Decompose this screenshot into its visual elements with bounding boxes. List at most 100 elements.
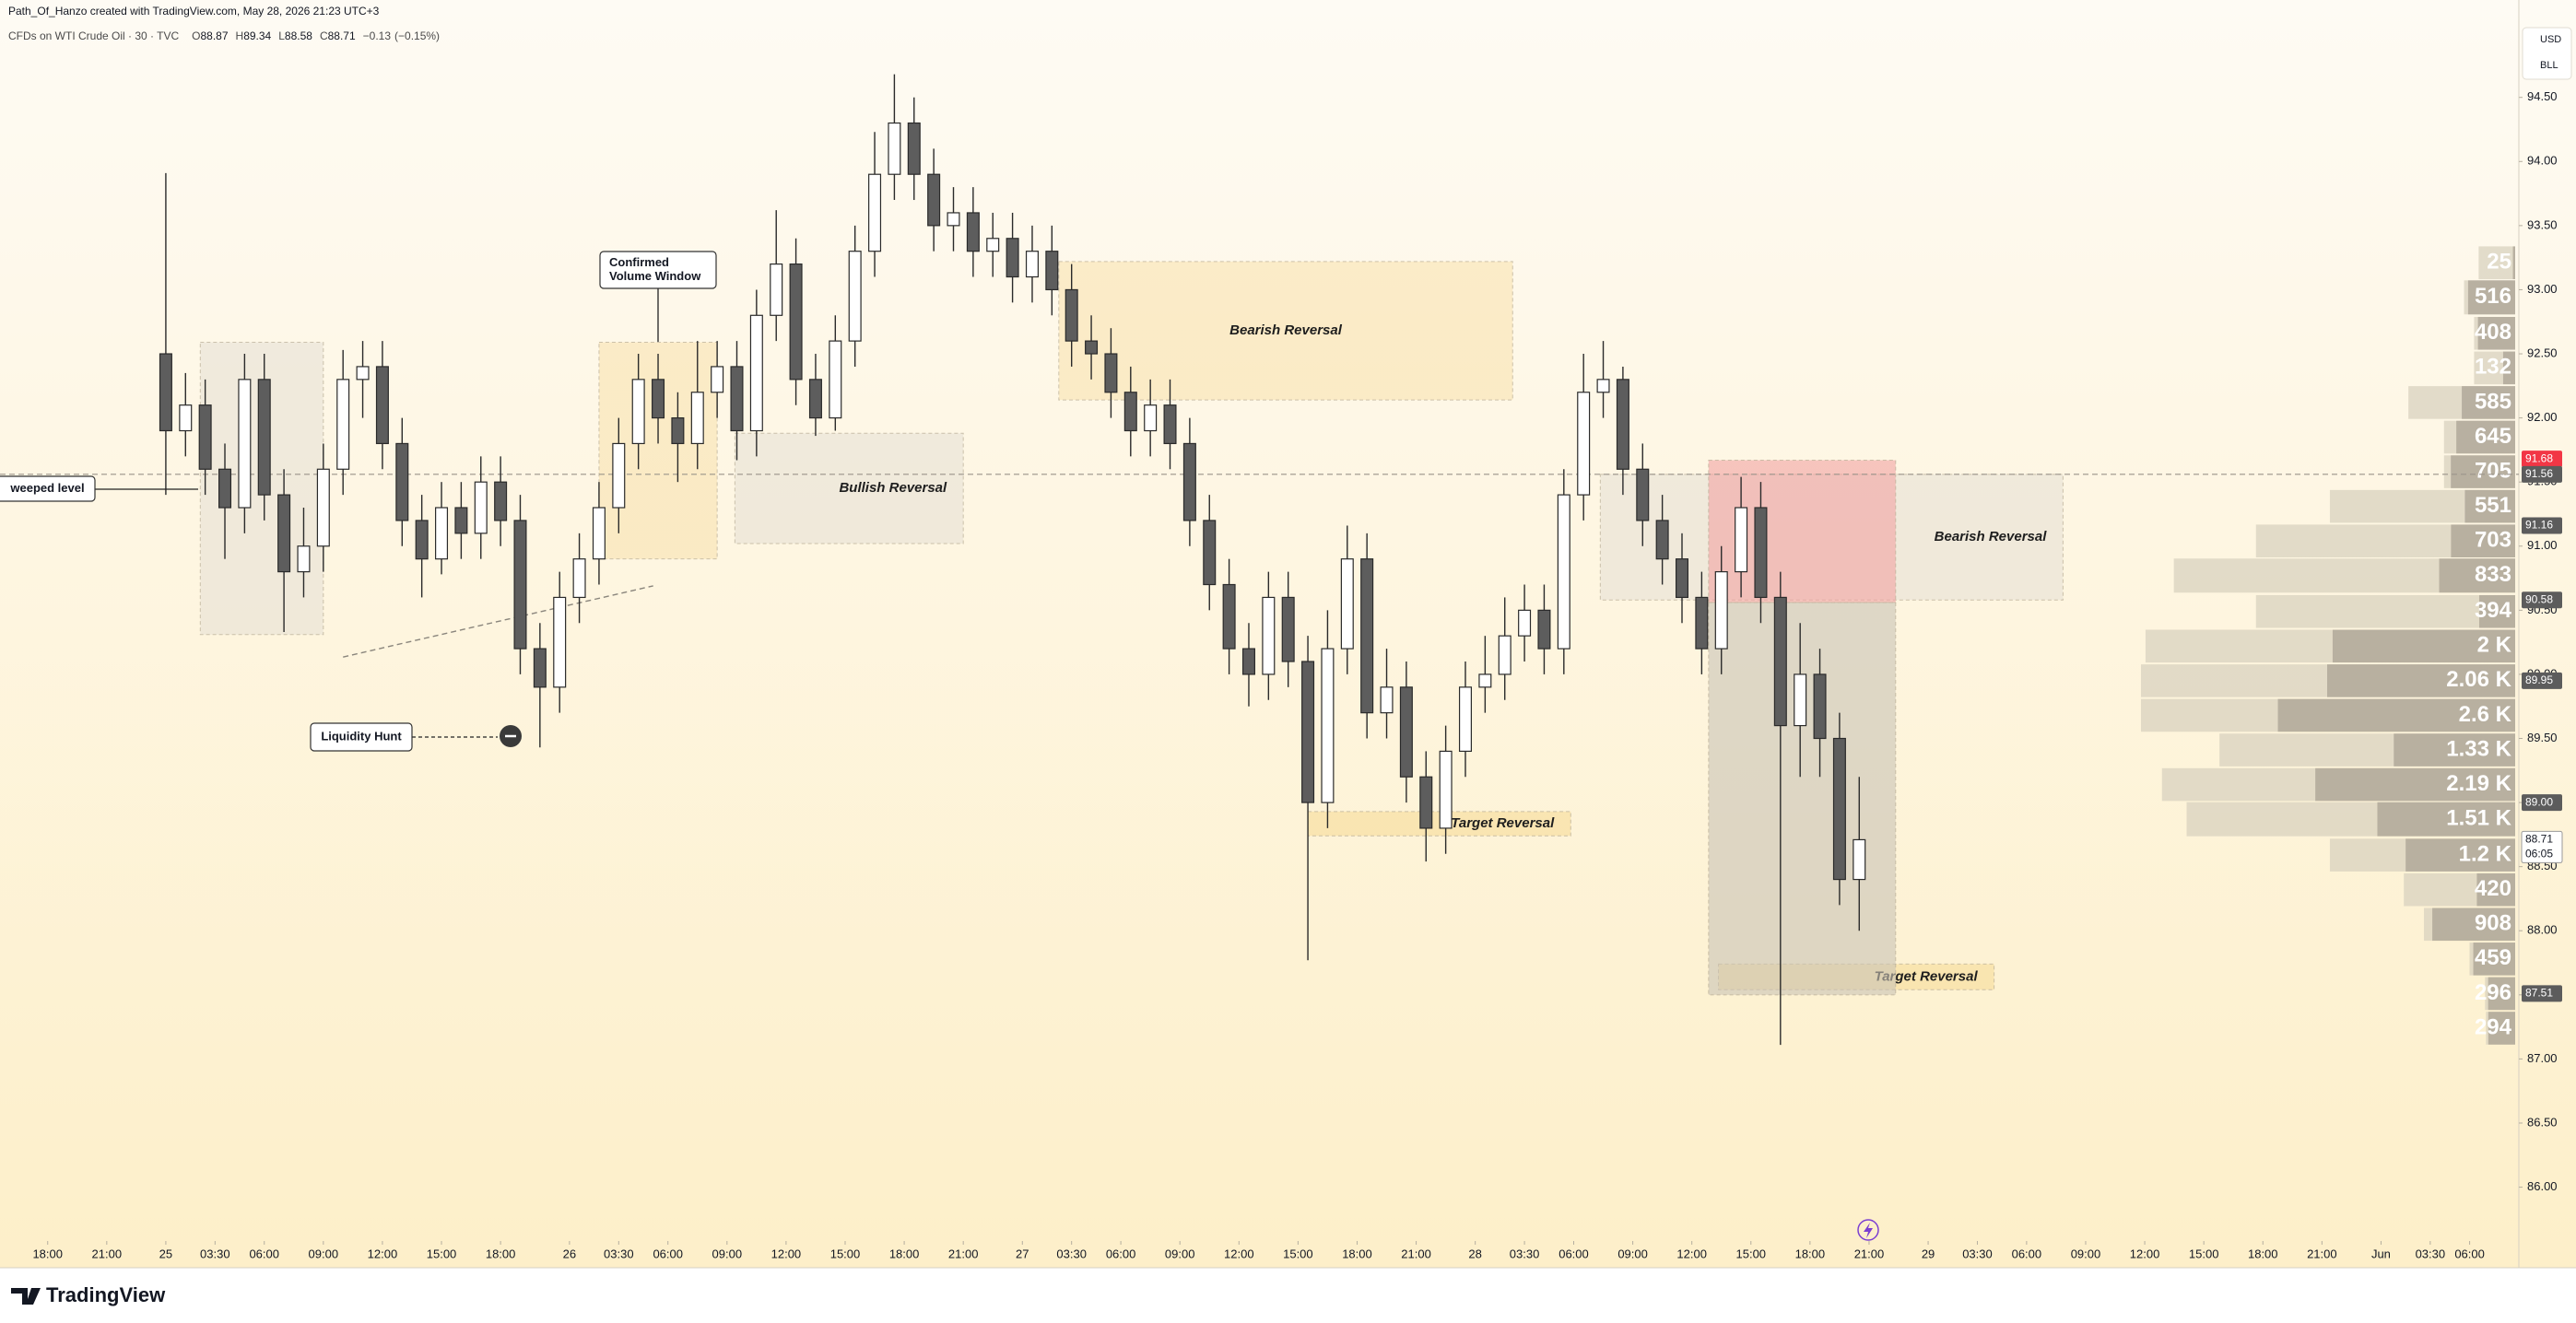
profile-label: 132 bbox=[2475, 355, 2511, 380]
x-tick-label: 06:00 bbox=[249, 1247, 279, 1260]
candle-body bbox=[513, 520, 527, 650]
profile-value-bar bbox=[2439, 558, 2515, 593]
profile-label: 420 bbox=[2475, 876, 2511, 901]
x-tick-label: 18:00 bbox=[2248, 1247, 2278, 1260]
x-tick-label: 09:00 bbox=[2071, 1247, 2101, 1260]
profile-label: 1.33 K bbox=[2446, 736, 2511, 761]
candle-body bbox=[553, 596, 567, 688]
price-tag-label: 89.00 bbox=[2525, 795, 2553, 808]
change-value: −0.13 bbox=[363, 29, 392, 42]
candle-body bbox=[435, 507, 449, 560]
x-tick-label: 21:00 bbox=[1401, 1247, 1431, 1260]
y-tick-label: 86.00 bbox=[2527, 1179, 2558, 1193]
profile-value-bar bbox=[2477, 316, 2515, 350]
candle-body bbox=[1458, 686, 1472, 753]
candle-body bbox=[1813, 673, 1827, 740]
candle-body bbox=[1695, 596, 1709, 650]
x-tick-label: 09:00 bbox=[1165, 1247, 1195, 1260]
x-tick-label: 06:00 bbox=[2012, 1247, 2042, 1260]
x-tick-label: 09:00 bbox=[712, 1247, 743, 1260]
x-tick-label: 12:00 bbox=[2130, 1247, 2160, 1260]
x-tick-label: 28 bbox=[1468, 1247, 1481, 1260]
zone-label: Bullish Reversal bbox=[839, 480, 947, 496]
candle-body bbox=[1281, 596, 1295, 662]
price-tag bbox=[2522, 672, 2562, 689]
price-tag-label: 91.16 bbox=[2525, 519, 2553, 532]
candle-body bbox=[316, 468, 330, 547]
callout-text: Liquidity Hunt bbox=[321, 729, 402, 743]
candle-body bbox=[375, 366, 389, 445]
candle-body bbox=[356, 366, 370, 381]
candle-body bbox=[730, 366, 744, 432]
candle-body bbox=[395, 442, 409, 521]
y-tick-label: 92.50 bbox=[2527, 345, 2558, 359]
callout-text: Volume Window bbox=[609, 269, 701, 283]
candle-body bbox=[1439, 750, 1453, 829]
candle-body bbox=[888, 122, 901, 175]
candle-body bbox=[1262, 596, 1276, 675]
profile-label: 408 bbox=[2475, 320, 2511, 345]
profile-value-bar bbox=[2451, 455, 2515, 488]
candle-body bbox=[198, 404, 212, 470]
x-tick-label: 18:00 bbox=[32, 1247, 63, 1260]
event-icon[interactable] bbox=[1857, 1219, 1879, 1241]
credit-line: Path_Of_Hanzo created with TradingView.c… bbox=[8, 5, 380, 18]
y-tick-label: 87.00 bbox=[2527, 1051, 2558, 1065]
candles-layer bbox=[159, 74, 1866, 1046]
profile-value-bar bbox=[2467, 280, 2515, 315]
price-tag-label: 91.68 bbox=[2525, 451, 2553, 464]
candle-body bbox=[1340, 558, 1354, 650]
profile-value-bar bbox=[2432, 907, 2515, 942]
profile-label: 294 bbox=[2475, 1014, 2512, 1039]
profile-label: 296 bbox=[2475, 980, 2511, 1005]
x-tick-label: 12:00 bbox=[771, 1247, 802, 1260]
candle-body bbox=[690, 392, 704, 445]
candle-body bbox=[1655, 520, 1669, 560]
candle-body bbox=[336, 379, 350, 470]
legend: CFDs on WTI Crude Oil · 30 · TVC O88.87 H8… bbox=[8, 29, 440, 42]
candle-body bbox=[1773, 596, 1787, 727]
symbol-name: CFDs on WTI Crude Oil · 30 · TVC bbox=[8, 29, 179, 42]
x-tick-label: 27 bbox=[1016, 1247, 1029, 1260]
profile-value-bar bbox=[2456, 420, 2515, 454]
profile-label: 1.51 K bbox=[2446, 806, 2511, 831]
x-tick-label: 03:30 bbox=[1056, 1247, 1087, 1260]
profile-label: 585 bbox=[2475, 389, 2511, 414]
candle-body bbox=[927, 173, 941, 227]
x-tick-label: 21:00 bbox=[1854, 1247, 1885, 1260]
profile-label: 2 K bbox=[2477, 633, 2512, 658]
candle-body bbox=[868, 173, 882, 252]
x-tick-label: 09:00 bbox=[309, 1247, 339, 1260]
candle-body bbox=[1203, 520, 1217, 586]
candle-body bbox=[1163, 404, 1177, 445]
profile-label: 25 bbox=[2487, 250, 2511, 275]
profile-value-bar bbox=[2394, 733, 2515, 767]
callout-box bbox=[599, 251, 717, 289]
unit-button[interactable]: BLL bbox=[2540, 60, 2558, 71]
candle-body bbox=[257, 379, 271, 496]
candle-body bbox=[1832, 737, 1846, 881]
x-tick-label: 06:00 bbox=[1559, 1247, 1589, 1260]
candle-body bbox=[671, 417, 685, 445]
price-tag bbox=[2522, 794, 2562, 812]
candle-body bbox=[297, 545, 311, 573]
currency-box bbox=[2522, 27, 2572, 80]
candle-body bbox=[829, 340, 842, 419]
profile-value-bar bbox=[2476, 872, 2515, 907]
candle-body bbox=[1006, 238, 1019, 278]
candle-body bbox=[572, 558, 586, 599]
currency-button[interactable]: USD bbox=[2540, 34, 2561, 45]
candle-body bbox=[1182, 442, 1196, 521]
x-tick-label: 03:30 bbox=[2416, 1247, 2446, 1260]
candle-body bbox=[1104, 353, 1118, 393]
zone-label: Bearish Reversal bbox=[1935, 529, 2048, 544]
x-tick-label: 18:00 bbox=[889, 1247, 920, 1260]
x-tick-label: 09:00 bbox=[1617, 1247, 1648, 1260]
price-tag bbox=[2522, 465, 2562, 483]
x-tick-label: 03:30 bbox=[1962, 1247, 1993, 1260]
profile-value-bar bbox=[2502, 351, 2515, 385]
profile-value-bar bbox=[2462, 386, 2515, 419]
event-icon-bolt bbox=[1864, 1223, 1873, 1238]
change-percent: (−0.15%) bbox=[394, 29, 440, 42]
candle-body bbox=[494, 481, 508, 521]
